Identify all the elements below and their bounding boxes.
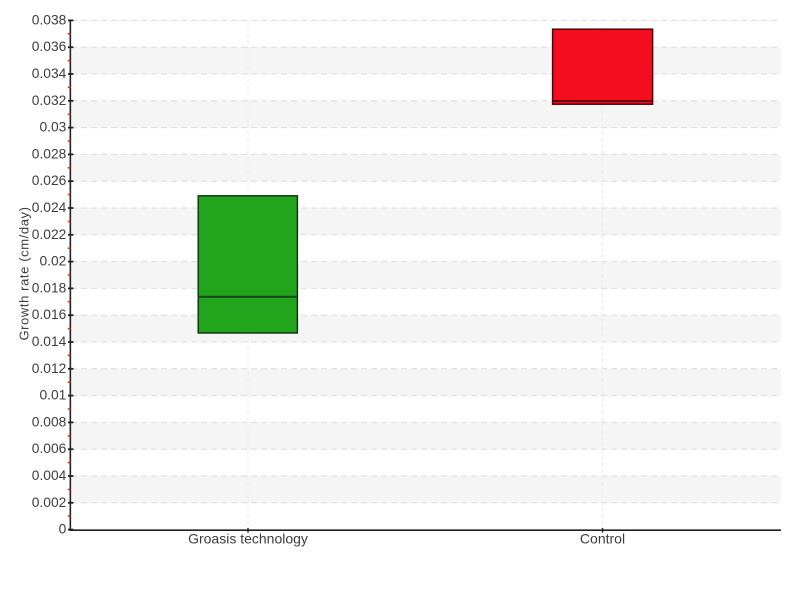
svg-text:0.022: 0.022 <box>32 227 67 242</box>
svg-text:0.012: 0.012 <box>32 361 67 376</box>
svg-text:0.028: 0.028 <box>32 146 67 161</box>
svg-text:0.034: 0.034 <box>32 66 67 81</box>
svg-text:0.002: 0.002 <box>32 495 67 510</box>
svg-text:0.032: 0.032 <box>32 93 67 108</box>
svg-text:0.01: 0.01 <box>39 388 66 403</box>
svg-text:0.026: 0.026 <box>32 173 67 188</box>
svg-text:0.006: 0.006 <box>32 441 67 456</box>
svg-text:0.038: 0.038 <box>32 12 67 27</box>
svg-text:0.004: 0.004 <box>32 468 67 483</box>
svg-text:0.036: 0.036 <box>32 39 67 54</box>
svg-text:0.024: 0.024 <box>32 200 67 215</box>
svg-text:0.02: 0.02 <box>39 254 66 269</box>
svg-text:Control: Control <box>580 531 625 547</box>
svg-text:0.018: 0.018 <box>32 280 67 295</box>
svg-text:0.008: 0.008 <box>32 414 67 429</box>
svg-text:Groasis technology: Groasis technology <box>188 531 308 547</box>
svg-text:0.014: 0.014 <box>32 334 67 349</box>
svg-text:0: 0 <box>59 522 67 537</box>
svg-text:Growth rate (cm/day): Growth rate (cm/day) <box>16 206 31 340</box>
svg-text:0.016: 0.016 <box>32 307 67 322</box>
svg-text:0.03: 0.03 <box>39 120 66 135</box>
